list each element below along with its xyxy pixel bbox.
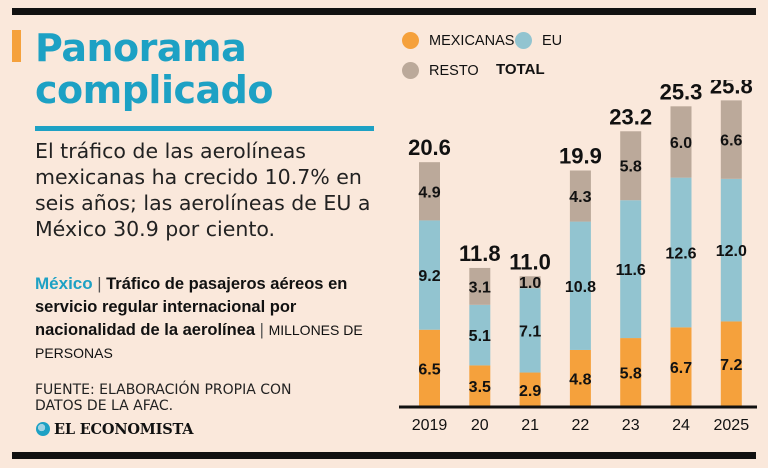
description-separator-2: | xyxy=(259,321,264,339)
total-label-24: 25.3 xyxy=(660,80,703,104)
legend-swatch-resto xyxy=(402,62,419,79)
legend-swatch-mexicanas xyxy=(402,32,419,49)
total-label-22: 19.9 xyxy=(559,143,602,168)
bar-resto-20 xyxy=(469,267,491,305)
bar-mexicanas-2019 xyxy=(419,329,440,407)
value-label-resto-2019: 4.9 xyxy=(418,184,440,201)
total-label-20: 11.8 xyxy=(459,241,501,266)
value-label-resto-2025: 6.6 xyxy=(720,133,742,150)
bar-mexicanas-23 xyxy=(620,338,642,407)
value-label-mexicanas-24: 6.7 xyxy=(670,360,692,377)
bar-mexicanas-24 xyxy=(670,327,692,407)
legend-label-eu: EU xyxy=(542,32,563,49)
globe-icon xyxy=(36,422,50,436)
title-underline xyxy=(35,126,374,131)
value-label-eu-22: 10.8 xyxy=(565,279,596,296)
value-label-resto-23: 5.8 xyxy=(620,159,642,176)
description-headline: Tráfico de pasajeros aéreos en servicio … xyxy=(35,275,348,339)
subtitle: El tráfico de las aerolíneas mexicanas h… xyxy=(35,139,371,241)
publisher-logo: EL ECONOMISTA xyxy=(36,420,194,438)
bar-mexicanas-22 xyxy=(569,349,591,407)
value-label-eu-21: 7.1 xyxy=(519,323,541,340)
value-label-mexicanas-22: 4.8 xyxy=(569,371,591,388)
value-label-resto-21: 1.0 xyxy=(519,275,541,292)
accent-bar xyxy=(12,30,21,62)
legend-item-resto: RESTO xyxy=(402,62,479,79)
value-label-mexicanas-2019: 6.5 xyxy=(418,361,440,378)
bar-mexicanas-20 xyxy=(469,365,491,407)
bar-resto-21 xyxy=(519,276,541,289)
value-label-eu-24: 12.6 xyxy=(665,246,696,263)
bar-resto-2025 xyxy=(720,100,742,179)
chart-legend: MEXICANAS EU RESTO TOTAL xyxy=(402,28,602,88)
value-label-resto-20: 3.1 xyxy=(469,279,491,296)
value-label-eu-2019: 9.2 xyxy=(418,268,440,285)
bar-eu-23 xyxy=(620,200,642,339)
legend-label-mexicanas: MEXICANAS xyxy=(429,32,515,49)
x-tick-label-22: 22 xyxy=(572,417,590,434)
x-tick-label-2025: 2025 xyxy=(714,417,750,434)
total-label-23: 23.2 xyxy=(609,104,652,129)
value-label-eu-23: 11.6 xyxy=(616,262,646,279)
bar-eu-2019 xyxy=(419,220,440,330)
legend-label-resto: RESTO xyxy=(429,62,479,79)
value-label-mexicanas-20: 3.5 xyxy=(469,379,491,396)
source-note: FUENTE: ELABORACIÓN PROPIA CON DATOS DE … xyxy=(35,382,292,414)
bar-eu-2025 xyxy=(720,178,742,322)
bar-resto-23 xyxy=(620,131,642,201)
value-label-mexicanas-23: 5.8 xyxy=(620,366,642,383)
chart-description: México | Tráfico de pasajeros aéreos en … xyxy=(35,272,380,365)
bar-eu-21 xyxy=(519,288,541,373)
x-tick-label-2019: 2019 xyxy=(412,417,448,434)
x-tick-label-21: 21 xyxy=(521,417,539,434)
value-label-eu-2025: 12.0 xyxy=(716,243,747,260)
description-separator: | xyxy=(97,275,102,293)
legend-item-eu: EU xyxy=(515,32,562,49)
bar-mexicanas-2025 xyxy=(720,321,742,407)
value-label-resto-24: 6.0 xyxy=(670,135,692,152)
bar-eu-22 xyxy=(569,221,591,350)
legend-total: TOTAL xyxy=(496,61,545,78)
description-units: MILLONES DE PERSONAS xyxy=(35,322,363,361)
page-title: Panorama complicado xyxy=(35,26,273,112)
stacked-bar-chart: 6.5 9.2 4.9 20.6 2019 3.5 5.1 3.1 11.8 20 2.9 7.1 1.… xyxy=(399,80,757,434)
value-label-resto-22: 4.3 xyxy=(569,189,591,206)
bar-resto-24 xyxy=(670,106,692,178)
logo-text: EL ECONOMISTA xyxy=(54,420,194,438)
total-label-2025: 25.8 xyxy=(710,80,753,98)
bar-eu-20 xyxy=(469,304,491,366)
value-label-mexicanas-21: 2.9 xyxy=(519,383,541,400)
value-label-mexicanas-2025: 7.2 xyxy=(720,357,742,374)
total-label-21: 11.0 xyxy=(509,249,551,274)
bar-resto-2019 xyxy=(419,162,440,221)
legend-item-mexicanas: MEXICANAS xyxy=(402,32,514,49)
bar-resto-22 xyxy=(569,170,591,222)
value-label-eu-20: 5.1 xyxy=(469,328,491,345)
legend-swatch-eu xyxy=(515,32,532,49)
x-tick-label-24: 24 xyxy=(672,417,690,434)
total-label-2019: 20.6 xyxy=(408,135,451,160)
bar-eu-24 xyxy=(670,177,692,328)
x-tick-label-20: 20 xyxy=(471,417,489,434)
top-rule xyxy=(12,8,756,15)
description-country: México xyxy=(35,274,93,293)
bar-mexicanas-21 xyxy=(519,372,541,407)
bottom-rule xyxy=(12,452,756,459)
x-tick-label-23: 23 xyxy=(622,417,640,434)
